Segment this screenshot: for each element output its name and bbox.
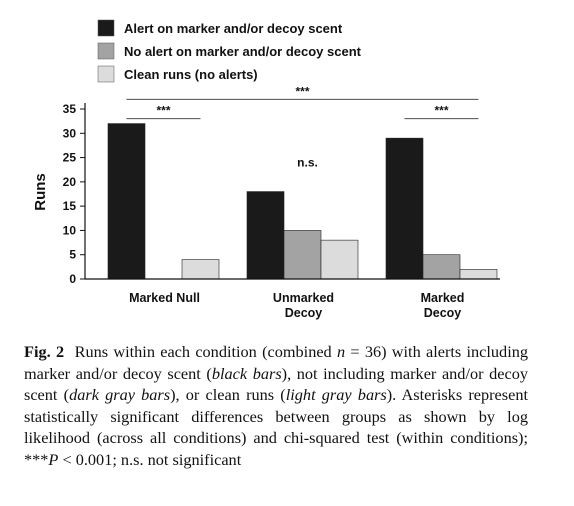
caption-dark-gray-bars: dark gray bars: [69, 385, 171, 405]
bar: [107, 123, 146, 280]
y-tick-label: 5: [69, 248, 76, 262]
x-tick-label: Unmarked: [273, 291, 334, 305]
y-tick-label: 25: [63, 151, 77, 165]
significance-label: ***: [295, 84, 309, 98]
legend-label: Alert on marker and/or decoy scent: [124, 21, 343, 36]
significance-label: n.s.: [297, 155, 318, 169]
bar: [459, 268, 498, 280]
y-tick-label: 15: [63, 199, 77, 213]
significance-label: ***: [156, 104, 170, 118]
bar: [283, 230, 322, 280]
legend-swatch: [97, 65, 115, 83]
bar: [422, 254, 461, 280]
caption-text-5: < 0.001; n.s. not significant: [58, 449, 242, 469]
x-tick-label: Marked: [421, 291, 465, 305]
caption-text-n: = 36) with alerts including marker and/o…: [24, 342, 529, 383]
caption-light-gray-bars: light gray bars: [285, 385, 387, 405]
significance-annotations: *** *** n.s. ***: [126, 84, 479, 169]
bar: [320, 239, 359, 280]
y-axis-title: Runs: [32, 173, 49, 211]
legend-label: Clean runs (no alerts): [124, 67, 258, 82]
figure-label: Fig. 2: [24, 342, 65, 361]
legend-swatch: [97, 42, 115, 60]
caption-text-4: ). Asterisks represent statistically sig…: [24, 385, 529, 469]
y-tick-label: 0: [69, 272, 76, 286]
y-tick-label: 35: [63, 102, 77, 116]
caption-n-variable: n: [336, 342, 346, 361]
x-tick-label: Marked Null: [129, 291, 200, 305]
caption-text-1: Runs within each condition (combined: [74, 342, 337, 361]
caption-p-variable: P: [48, 449, 59, 469]
bar: [181, 259, 220, 280]
bar-chart: Alert on marker and/or decoy scent No ale…: [32, 19, 500, 320]
caption-text-3: ), or clean runs (: [170, 385, 286, 405]
bars: [107, 123, 498, 280]
legend-swatch: [97, 19, 115, 37]
x-tick-label: Decoy: [285, 306, 323, 320]
y-tick-label: 30: [63, 126, 77, 140]
significance-label: ***: [434, 104, 448, 118]
caption-black-bars: black bars: [211, 363, 282, 383]
y-tick-label: 20: [63, 175, 77, 189]
bar: [385, 137, 424, 280]
figure-caption: Fig. 2 Runs within each condition (combi…: [24, 341, 528, 471]
legend: Alert on marker and/or decoy scent No ale…: [97, 19, 362, 83]
y-axis: 0 5 10 15 20 25 30 35: [63, 102, 86, 286]
caption-text-2: ), not including marker and/or decoy sce…: [24, 363, 529, 405]
y-tick-label: 10: [63, 223, 77, 237]
x-tick-label: Decoy: [424, 306, 462, 320]
bar: [246, 191, 285, 280]
legend-label: No alert on marker and/or decoy scent: [124, 44, 362, 59]
